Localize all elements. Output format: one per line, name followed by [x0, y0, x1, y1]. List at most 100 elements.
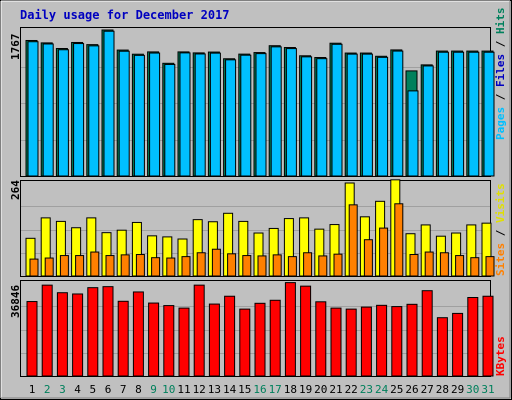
files-bar [437, 51, 449, 177]
sites-bar [287, 256, 297, 277]
day-label: 21 [329, 383, 342, 396]
sites-bar [166, 257, 176, 277]
sites-bar [120, 254, 130, 277]
files-bar [483, 51, 495, 177]
files-bar [164, 63, 176, 177]
kbytes-bar [163, 305, 175, 377]
files-bar [225, 59, 237, 177]
sites-bar [424, 251, 434, 277]
day-label: 31 [481, 383, 494, 396]
sites-bar [409, 254, 419, 277]
sites-bar [439, 252, 449, 277]
sites-bar [211, 248, 221, 277]
files-bar [377, 56, 389, 177]
kbytes-bar [360, 306, 372, 377]
kbytes-bar [208, 303, 220, 377]
kbytes-bar [56, 292, 68, 377]
sites-bar [135, 254, 145, 277]
kbytes-bar [406, 303, 418, 377]
files-bar [361, 53, 373, 177]
sites-bar [272, 254, 282, 277]
day-label: 6 [105, 383, 112, 396]
kbytes-bar [330, 307, 342, 377]
files-bar [301, 56, 313, 177]
day-label: 5 [89, 383, 96, 396]
sites-bar [363, 239, 373, 277]
files-bar [422, 65, 434, 177]
day-label: 7 [120, 383, 127, 396]
files-bar [285, 48, 297, 177]
sites-bar [105, 255, 115, 277]
sites-bar [455, 255, 465, 277]
sites-bar [394, 203, 404, 277]
files-bar [255, 53, 267, 177]
kbytes-bar [482, 295, 494, 377]
day-label: 2 [44, 383, 51, 396]
sites-bar [333, 253, 343, 277]
legend-sep-3: / [494, 223, 507, 243]
sites-bar [242, 255, 252, 277]
files-bar [316, 58, 328, 177]
kbytes-bar [345, 308, 357, 377]
kbytes-bar [178, 307, 190, 377]
kbytes-bar [254, 302, 266, 377]
sites-bar [348, 204, 358, 277]
files-bar [209, 52, 221, 177]
legend-kbytes: KBytes [494, 336, 507, 376]
day-label: 16 [253, 383, 266, 396]
sites-bar [470, 257, 480, 277]
day-label: 20 [314, 383, 327, 396]
files-bar [392, 50, 404, 177]
day-label: 24 [375, 383, 389, 396]
day-label: 28 [436, 383, 449, 396]
files-bar [149, 52, 161, 177]
sites-bar [196, 252, 206, 277]
files-bar [133, 54, 145, 177]
day-label: 1 [29, 383, 36, 396]
files-bar [103, 30, 115, 177]
kbytes-bar [87, 287, 99, 377]
day-label: 30 [466, 383, 479, 396]
files-bar [57, 49, 69, 177]
kbytes-bar [193, 284, 205, 377]
sites-bar [29, 258, 39, 277]
kbytes-bar [132, 291, 144, 377]
sites-bar [485, 256, 495, 277]
sites-bar [44, 257, 54, 277]
legend-files: Files [494, 54, 507, 87]
kbytes-bar [117, 300, 129, 377]
day-label: 3 [59, 383, 66, 396]
files-bar [453, 51, 465, 177]
sites-bar [151, 257, 161, 277]
files-bar [88, 45, 100, 177]
sites-bar [379, 227, 389, 277]
files-bar [407, 90, 419, 177]
visits-ymax-label: 264 [9, 180, 22, 200]
day-label: 25 [390, 383, 403, 396]
files-bar [42, 43, 54, 177]
sites-bar [75, 255, 85, 277]
chart-title: Daily usage for December 2017 [20, 8, 230, 22]
sites-bar [181, 256, 191, 277]
day-label: 14 [223, 383, 237, 396]
sites-bar [59, 255, 69, 277]
kbytes-bar [269, 299, 281, 377]
day-label: 27 [421, 383, 434, 396]
kbytes-bar [421, 290, 433, 377]
legend-sep-2: / [494, 34, 507, 54]
files-bar [240, 54, 252, 177]
legend-hits: Hits [494, 8, 507, 35]
day-label: 12 [193, 383, 206, 396]
day-label: 4 [74, 383, 81, 396]
day-label: 18 [284, 383, 297, 396]
kbytes-bar [436, 317, 448, 377]
day-label: 8 [135, 383, 142, 396]
files-bar [331, 43, 343, 177]
sites-bar [227, 253, 237, 277]
day-label: 17 [269, 383, 282, 396]
sites-bar [257, 255, 267, 277]
kbytes-bar [148, 302, 160, 377]
sites-bar [303, 252, 313, 277]
legend-sep-1: / [494, 87, 507, 107]
